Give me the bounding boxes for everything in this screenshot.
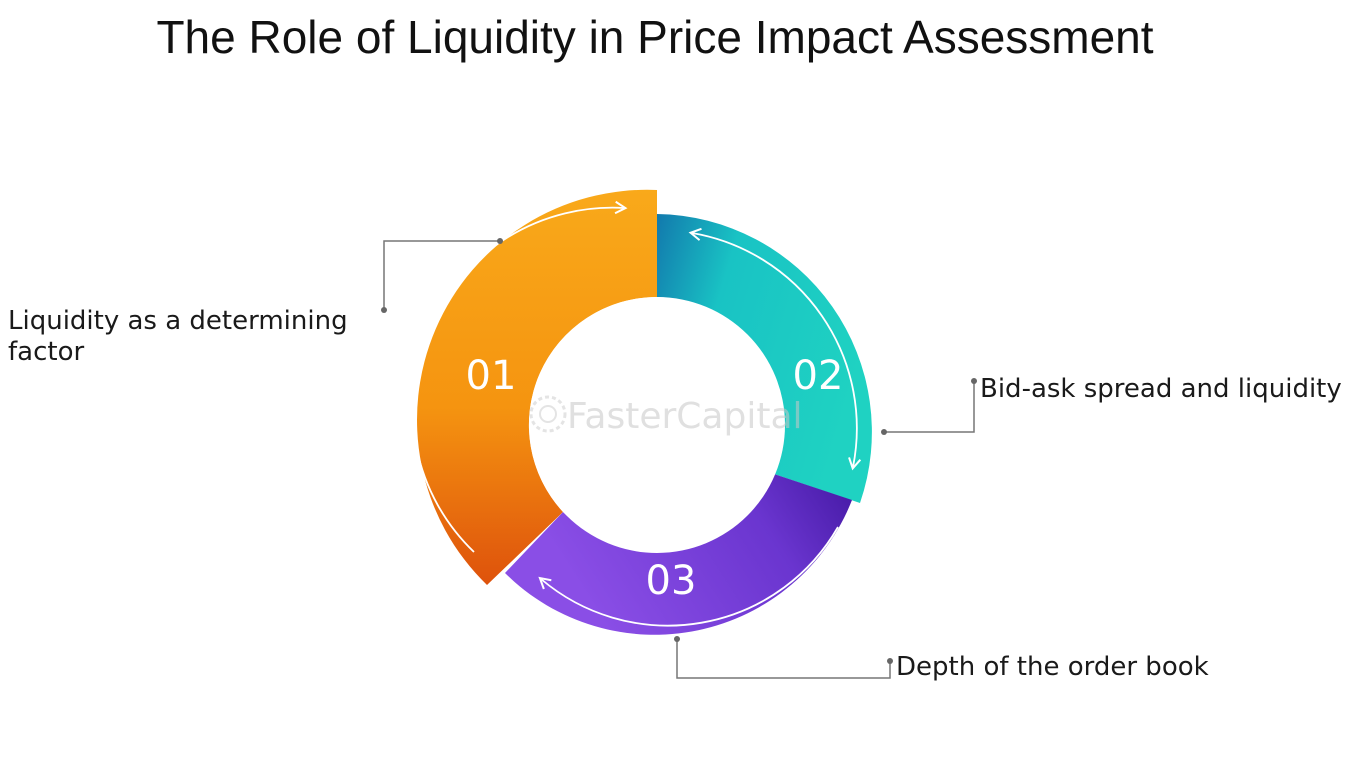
connector-03-dot-end — [887, 658, 893, 664]
connector-01-dot-start — [497, 238, 503, 244]
connector-01 — [383, 240, 500, 310]
arrow-teal — [688, 227, 862, 471]
segment-01-number: 01 — [466, 353, 517, 399]
connector-02 — [884, 381, 975, 433]
segment-03-number: 03 — [646, 558, 697, 604]
arrow-orange — [411, 200, 628, 553]
watermark-logo: FasterCapital — [529, 395, 803, 437]
segment-02-number: 02 — [793, 353, 844, 399]
segment-03-label: Depth of the order book — [896, 652, 1209, 682]
connector-02-dot-end — [971, 378, 977, 384]
watermark-text: FasterCapital — [567, 396, 803, 437]
arrow-purple — [538, 526, 839, 627]
segment-01-ring — [417, 189, 657, 585]
segment-01-label: Liquidity as a determining factor — [8, 306, 348, 368]
connector-02-dot-start — [881, 429, 887, 435]
connector-01-dot-end — [381, 307, 387, 313]
page-title: The Role of Liquidity in Price Impact As… — [156, 11, 1154, 63]
segment-03-ring — [505, 473, 852, 635]
connector-03-dot-start — [674, 636, 680, 642]
segment-02-label: Bid-ask spread and liquidity — [980, 374, 1342, 404]
connector-03 — [676, 639, 891, 679]
